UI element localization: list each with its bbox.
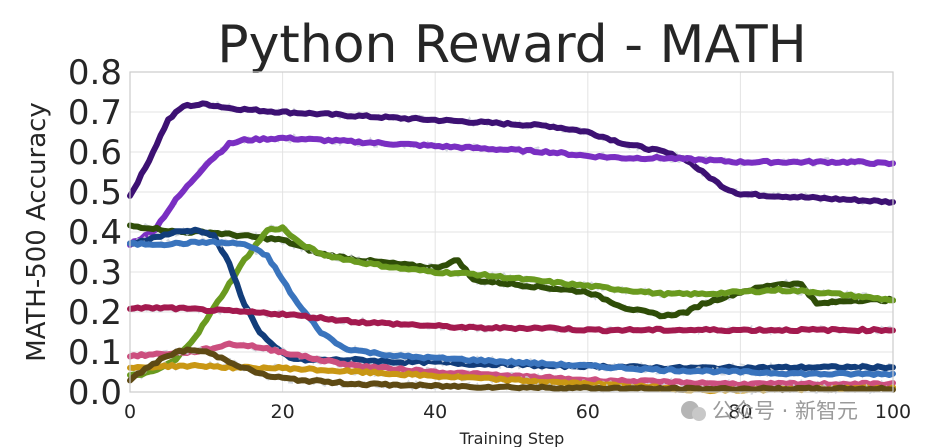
y-tick-label: 0.7 <box>68 93 122 133</box>
y-tick-label: 0.0 <box>68 373 122 413</box>
series-lines <box>127 100 896 395</box>
x-tick-label: 60 <box>576 401 600 423</box>
chart-title: Python Reward - MATH <box>217 15 807 75</box>
watermark-text: 公众号 · 新智元 <box>712 399 858 423</box>
watermark: 公众号 · 新智元 <box>681 399 858 423</box>
series-line-crimson <box>127 304 896 335</box>
series-line-navy <box>127 226 896 373</box>
wechat-icon-bubble <box>692 407 706 421</box>
x-tick-label: 40 <box>423 401 447 423</box>
plot-frame <box>129 71 894 393</box>
y-tick-label: 0.1 <box>68 333 122 373</box>
y-tick-labels: 0.00.10.20.30.40.50.60.70.8 <box>68 53 122 413</box>
y-tick-label: 0.3 <box>68 253 122 293</box>
y-tick-label: 0.4 <box>68 213 122 253</box>
series-line-dark-olive <box>127 222 896 320</box>
y-tick-label: 0.6 <box>68 133 122 173</box>
series-line-light-olive <box>127 224 896 379</box>
y-tick-label: 0.5 <box>68 173 122 213</box>
y-tick-label: 0.2 <box>68 293 122 333</box>
x-tick-label: 80 <box>728 401 752 423</box>
series-line-steel-blue <box>127 238 896 378</box>
x-axis-label: Training Step <box>459 429 565 447</box>
x-tick-label: 0 <box>124 401 136 423</box>
series-line-violet <box>127 134 896 248</box>
y-axis-label: MATH-500 Accuracy <box>22 102 52 362</box>
series-line-dark-brown <box>127 346 896 393</box>
x-tick-label: 20 <box>271 401 295 423</box>
series-line-dark-purple <box>127 100 896 206</box>
y-tick-label: 0.8 <box>68 53 122 93</box>
x-tick-labels: 0 20 40 60 80 100 <box>124 401 911 423</box>
x-tick-label: 100 <box>875 401 911 423</box>
